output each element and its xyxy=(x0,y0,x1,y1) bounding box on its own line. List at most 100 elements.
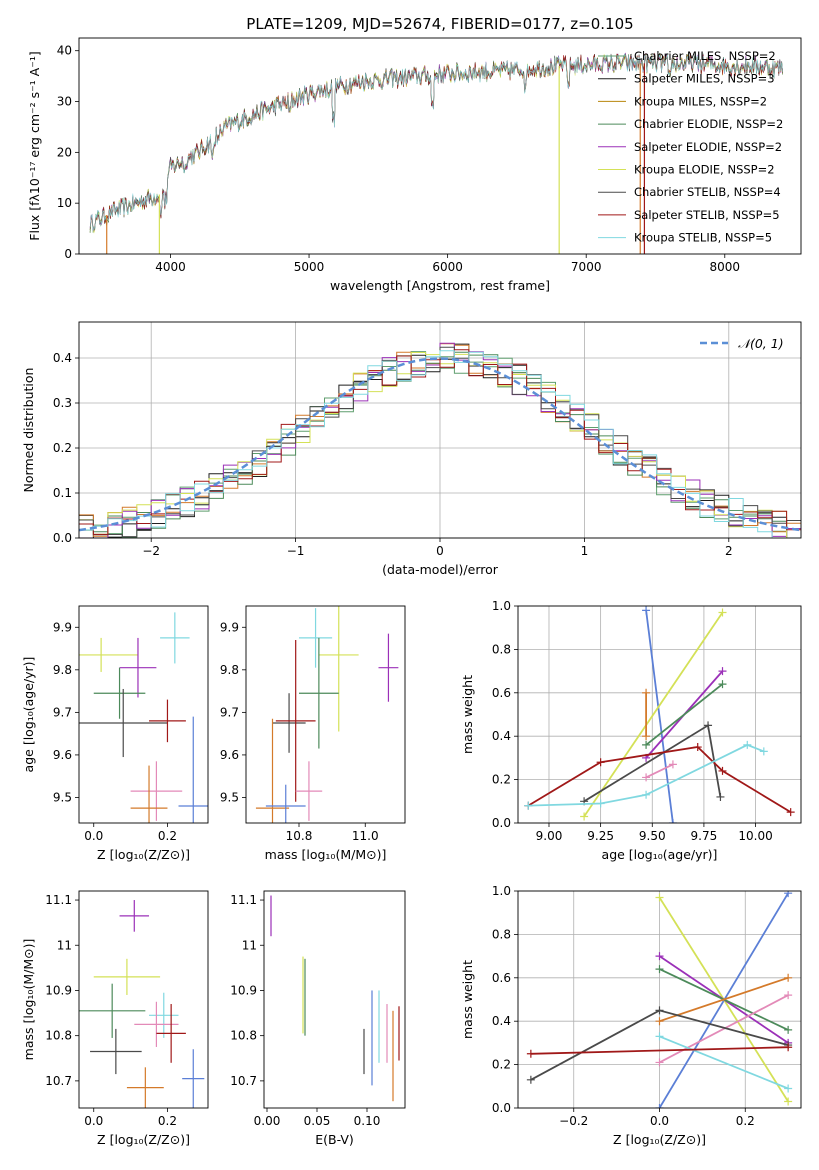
x-tick-label: 11.0 xyxy=(352,829,379,843)
x-tick-label: 10.00 xyxy=(738,829,772,843)
y-tick-label: 9.7 xyxy=(220,705,239,719)
x-tick-label: 0.2 xyxy=(736,1114,755,1128)
axes-frame xyxy=(245,605,406,824)
errorbar-point xyxy=(318,606,359,732)
y-tick-label: 0.8 xyxy=(492,642,511,656)
x-tick-label: 0.0 xyxy=(84,829,103,843)
x-tick-label: −0.2 xyxy=(559,1114,588,1128)
y-tick-label: 9.8 xyxy=(220,663,239,677)
y-tick-label: 10.7 xyxy=(230,1074,257,1088)
weight-point-marker xyxy=(642,732,651,741)
x-tick-label: 8000 xyxy=(710,260,741,274)
weight-series-line xyxy=(659,976,789,1023)
errorbar-point xyxy=(156,1004,186,1063)
x-axis-label: E(B-V) xyxy=(315,1132,354,1147)
y-tick-label: 0.3 xyxy=(53,396,72,410)
age-vs-mass-panel: 10.8 11.0 9.5 9.6 9.7 9.8 9.9 mass [log₁₀(M/M⊙)… xyxy=(220,605,406,862)
residual-hist-panel: −2 −1 0 1 2 0.0 0.1 0.2 0.3 0.4 (data-model)/error… xyxy=(21,321,802,577)
errorbar-point xyxy=(130,761,183,821)
legend-entry: Chabrier MILES, NSSP=2 xyxy=(634,49,776,63)
x-tick-label: 0.00 xyxy=(254,1114,281,1128)
errorbar-point xyxy=(265,784,306,823)
y-tick-label: 1.0 xyxy=(492,599,511,613)
weight-series-line xyxy=(645,683,724,746)
weight-point-marker xyxy=(718,608,727,617)
x-tick-label: 0 xyxy=(436,544,444,558)
weight-point-marker xyxy=(642,606,651,615)
plot-area xyxy=(270,895,400,1102)
x-tick-label: 2 xyxy=(725,544,733,558)
errorbar-point xyxy=(160,612,190,664)
plot-area xyxy=(255,606,399,823)
errorbar-point xyxy=(79,637,138,672)
plot-area xyxy=(79,900,205,1108)
axes-frame xyxy=(78,890,209,1109)
errorbar-point xyxy=(130,765,168,823)
x-tick-label: 0.0 xyxy=(650,1114,669,1128)
x-tick-label: 4000 xyxy=(155,260,186,274)
legend-entry: Salpeter ELODIE, NSSP=2 xyxy=(634,140,782,154)
weight-point-marker xyxy=(596,799,605,808)
weight-point-marker xyxy=(784,1025,793,1034)
weight-point-marker xyxy=(784,1043,793,1052)
y-tick-label: 0.1 xyxy=(53,486,72,500)
legend-entry: Kroupa MILES, NSSP=2 xyxy=(634,94,767,108)
y-tick-label: 11.1 xyxy=(230,893,257,907)
weight-point-marker xyxy=(655,1006,664,1015)
x-tick-label: 0.2 xyxy=(158,1114,177,1128)
errorbar-point xyxy=(275,640,316,802)
x-tick-label: −2 xyxy=(142,544,160,558)
errorbar-point xyxy=(79,983,146,1038)
histogram-series-step xyxy=(79,346,801,538)
plot-area xyxy=(79,612,208,823)
errorbar-point xyxy=(93,667,146,719)
errorbar-point xyxy=(299,637,339,749)
y-tick-label: 9.7 xyxy=(53,705,72,719)
y-tick-label: 0.2 xyxy=(492,1058,511,1072)
age-vs-z-panel: 0.0 0.2 9.5 9.6 9.7 9.8 9.9 Z [log₁₀(Z/Z⊙)] age … xyxy=(21,605,209,862)
y-tick-label: 30 xyxy=(57,95,72,109)
weight-point-marker xyxy=(743,740,752,749)
plot-area xyxy=(526,891,793,1108)
y-tick-label: 0.2 xyxy=(53,441,72,455)
legend-entry: 𝒩(0, 1) xyxy=(738,336,784,351)
errorbar-point xyxy=(378,633,399,702)
y-tick-label: 9.9 xyxy=(220,620,239,634)
errorbar-point xyxy=(119,900,150,932)
weight-series-line xyxy=(659,1035,789,1090)
histogram-series-step xyxy=(79,349,801,535)
x-tick-label: 9.75 xyxy=(691,829,718,843)
plot-area xyxy=(89,52,783,254)
weight-point-marker xyxy=(642,773,651,782)
weight-series-line xyxy=(645,763,674,779)
axes-frame xyxy=(78,605,209,824)
figure-title: PLATE=1209, MJD=52674, FIBERID=0177, z=0… xyxy=(246,15,633,33)
y-tick-label: 1.0 xyxy=(492,884,511,898)
errorbar-point xyxy=(299,608,333,668)
errorbar-point xyxy=(295,761,323,821)
x-tick-label: 0.05 xyxy=(304,1114,331,1128)
axes-frame xyxy=(78,321,802,539)
errorbar-point xyxy=(93,958,161,995)
weight-point-marker xyxy=(655,965,664,974)
weight-point-marker xyxy=(784,891,793,898)
y-axis-label: mass [log₁₀(M/M⊙)] xyxy=(21,939,36,1061)
y-tick-label: 0.4 xyxy=(53,351,72,365)
weight-point-marker xyxy=(596,758,605,767)
weight-point-marker xyxy=(668,760,677,769)
y-tick-label: 40 xyxy=(57,44,72,58)
x-tick-label: 9.25 xyxy=(587,829,614,843)
weight-point-marker xyxy=(655,1017,664,1026)
y-tick-label: 9.6 xyxy=(53,748,72,762)
y-tick-label: 0.4 xyxy=(492,729,511,743)
y-axis-label: mass weight xyxy=(460,675,475,754)
weight-series-line xyxy=(530,1046,789,1055)
legend: Chabrier MILES, NSSP=2 Salpeter MILES, NS… xyxy=(598,49,783,245)
weight-point-marker xyxy=(642,790,651,799)
weight-point-marker xyxy=(784,991,793,1000)
y-tick-label: 0 xyxy=(64,247,72,261)
weight-point-marker xyxy=(655,1104,664,1108)
x-tick-label: 9.00 xyxy=(536,829,563,843)
errorbar-point xyxy=(178,716,208,823)
errorbar-point xyxy=(90,1028,142,1075)
